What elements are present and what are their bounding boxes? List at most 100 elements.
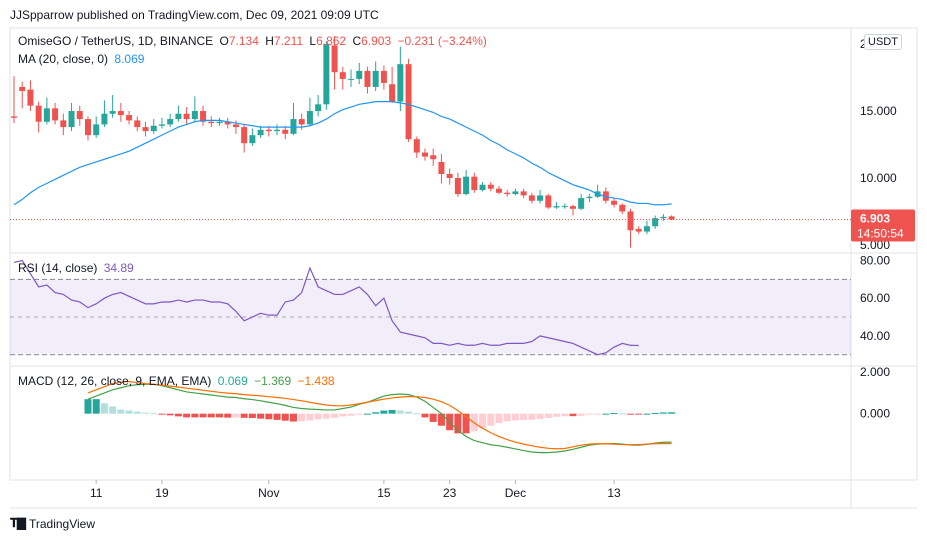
ma-label[interactable]: MA (20, close, 0) bbox=[18, 52, 109, 66]
close-label: C bbox=[352, 34, 362, 48]
candle bbox=[52, 108, 59, 121]
macd-histogram-bar bbox=[487, 413, 495, 426]
candle bbox=[463, 176, 470, 195]
macd-histogram-bar bbox=[216, 413, 223, 418]
candle bbox=[134, 120, 141, 128]
macd-tick-label: 2.000 bbox=[860, 365, 890, 379]
candle bbox=[586, 196, 593, 199]
macd-histogram-bar bbox=[421, 413, 429, 418]
macd-histogram-bar bbox=[429, 413, 437, 422]
macd-histogram-bar bbox=[232, 413, 240, 418]
last-price-badge bbox=[851, 209, 915, 242]
candle bbox=[635, 228, 642, 232]
macd-histogram-bar bbox=[544, 413, 552, 419]
macd-label[interactable]: MACD (12, 26, close, 9, EMA, EMA) bbox=[18, 374, 212, 388]
candle bbox=[569, 206, 576, 209]
macd-histogram-bar bbox=[569, 413, 577, 417]
candle bbox=[561, 206, 568, 208]
price-legend: OmiseGO / TetherUS, 1D, BINANCE O7.134 H… bbox=[18, 34, 490, 48]
macd-histogram-bar bbox=[347, 413, 355, 416]
candle bbox=[142, 127, 149, 132]
macd-histogram-bar bbox=[109, 406, 117, 414]
candle bbox=[528, 195, 535, 201]
macd-signal-value: −1.438 bbox=[297, 374, 335, 388]
macd-histogram-bar bbox=[281, 413, 289, 421]
macd-histogram-bar bbox=[322, 413, 330, 419]
candle bbox=[438, 161, 445, 174]
footer-brand: 𝐓▇ TradingView bbox=[10, 516, 95, 531]
candle bbox=[68, 111, 75, 128]
macd-histogram-bar bbox=[668, 412, 676, 414]
candle bbox=[339, 72, 346, 79]
candle bbox=[167, 119, 174, 125]
macd-histogram-bar bbox=[585, 413, 593, 415]
candle bbox=[208, 121, 215, 124]
candle bbox=[265, 129, 272, 132]
open-value: 7.134 bbox=[228, 34, 259, 48]
candle bbox=[249, 135, 256, 144]
candle bbox=[602, 191, 609, 201]
ma-legend: MA (20, close, 0) 8.069 bbox=[18, 52, 147, 66]
macd-histogram-bar bbox=[495, 413, 503, 423]
candle bbox=[372, 70, 379, 87]
candle bbox=[216, 121, 223, 124]
macd-histogram-bar bbox=[413, 413, 421, 415]
candle bbox=[315, 104, 322, 112]
macd-histogram-bar bbox=[248, 413, 256, 419]
candle bbox=[537, 195, 544, 201]
candle bbox=[35, 105, 42, 122]
macd-histogram-bar bbox=[643, 413, 651, 415]
macd-histogram-bar bbox=[92, 399, 100, 414]
macd-histogram-bar bbox=[503, 413, 511, 422]
candle bbox=[553, 206, 560, 208]
currency-badge[interactable]: USDT bbox=[864, 34, 902, 50]
candle bbox=[331, 45, 338, 73]
candle bbox=[504, 192, 511, 195]
rsi-legend: RSI (14, close) 34.89 bbox=[18, 261, 137, 275]
candle bbox=[11, 116, 17, 118]
macd-histogram-bar bbox=[339, 413, 347, 417]
candle bbox=[520, 191, 527, 196]
macd-histogram-bar bbox=[142, 412, 150, 414]
candle bbox=[356, 70, 363, 79]
candle bbox=[200, 111, 207, 122]
candle bbox=[495, 188, 502, 193]
macd-histogram-bar bbox=[298, 413, 306, 422]
candle bbox=[389, 84, 396, 102]
macd-signal-line bbox=[87, 380, 672, 450]
rsi-label[interactable]: RSI (14, close) bbox=[18, 261, 98, 275]
publisher-caption: JJSpparrow published on TradingView.com,… bbox=[10, 8, 379, 22]
macd-histogram-bar bbox=[314, 413, 322, 420]
candle bbox=[19, 86, 26, 91]
macd-histogram-bar bbox=[388, 409, 396, 414]
macd-histogram-bar bbox=[437, 413, 445, 426]
symbol-label[interactable]: OmiseGO / TetherUS, 1D, BINANCE bbox=[18, 34, 214, 48]
macd-histogram-bar bbox=[240, 413, 248, 418]
candle bbox=[578, 198, 585, 209]
macd-histogram-bar bbox=[462, 413, 470, 434]
candle bbox=[306, 111, 313, 125]
time-tick-label: 23 bbox=[443, 486, 457, 500]
candle bbox=[487, 184, 494, 189]
macd-histogram-bar bbox=[125, 410, 133, 414]
candle bbox=[101, 113, 108, 125]
macd-line bbox=[87, 383, 672, 454]
candle bbox=[175, 113, 182, 120]
candle bbox=[364, 70, 371, 87]
brand-label: TradingView bbox=[28, 516, 96, 531]
time-tick-label: Nov bbox=[258, 486, 279, 500]
macd-histogram-bar bbox=[289, 413, 297, 422]
macd-tick-label: 0.000 bbox=[860, 407, 890, 421]
candle bbox=[454, 178, 461, 195]
candle bbox=[84, 119, 91, 136]
macd-histogram-bar bbox=[133, 411, 141, 414]
macd-histogram-bar bbox=[166, 413, 174, 416]
candle bbox=[627, 211, 634, 231]
candle bbox=[397, 64, 404, 102]
candle bbox=[660, 216, 667, 219]
macd-histogram-bar bbox=[577, 413, 585, 416]
candle bbox=[545, 195, 552, 208]
macd-histogram-bar bbox=[594, 413, 602, 415]
macd-histogram-bar bbox=[199, 413, 207, 418]
